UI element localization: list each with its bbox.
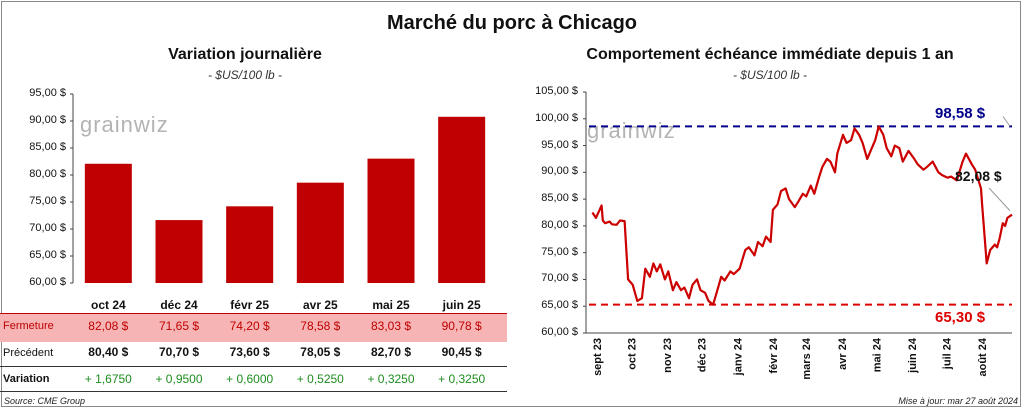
table-cell: 71,65 $ xyxy=(158,319,200,333)
y-tick-label: 75,00 $ xyxy=(29,195,66,207)
left-chart-title: Variation journalière xyxy=(168,46,322,63)
table-cell: 70,70 $ xyxy=(158,345,200,359)
y-tick-label: 85,00 $ xyxy=(29,141,66,153)
y-tick-label: 65,00 $ xyxy=(29,249,66,261)
table-cell: 82,08 $ xyxy=(88,319,129,333)
x-tick-label: nov 23 xyxy=(662,338,674,373)
table-cell: + 0,9500 xyxy=(155,372,203,386)
table-cell: + 0,5250 xyxy=(296,372,344,386)
x-category-label: mai 25 xyxy=(372,298,410,312)
bar xyxy=(367,158,415,283)
y-tick-label: 75,00 $ xyxy=(541,245,578,258)
table-cell: + 1,6750 xyxy=(84,372,132,386)
table-cell: 83,03 $ xyxy=(370,319,412,333)
x-tick-label: mars 24 xyxy=(801,337,813,379)
x-category-label: juin 25 xyxy=(442,298,481,312)
x-tick-label: juil 24 xyxy=(941,337,953,370)
y-tick-label: 100,00 $ xyxy=(535,111,578,124)
y-tick-label: 60,00 $ xyxy=(29,276,66,288)
high-label: 98,58 $ xyxy=(935,105,986,122)
y-tick-label: 95,00 $ xyxy=(29,87,66,99)
last-value-leader xyxy=(988,187,1011,212)
x-tick-label: déc 23 xyxy=(697,338,709,372)
table-cell: + 0,6000 xyxy=(226,372,274,386)
table-cell: 80,40 $ xyxy=(88,345,129,359)
watermark-left: grainwiz xyxy=(80,112,169,137)
price-line xyxy=(591,125,1013,306)
table-cell: 82,70 $ xyxy=(370,345,412,359)
bar xyxy=(438,116,486,284)
x-tick-label: juin 24 xyxy=(907,337,919,374)
table-cell: 74,20 $ xyxy=(229,319,270,333)
bar xyxy=(296,182,344,283)
x-category-label: févr 25 xyxy=(230,298,269,312)
bar xyxy=(84,163,132,283)
y-tick-label: 70,00 $ xyxy=(29,222,66,234)
y-tick-label: 85,00 $ xyxy=(541,192,578,205)
row-label-precedent: Précédent xyxy=(3,347,54,359)
table-cell: 90,45 $ xyxy=(441,345,482,359)
table-mid-border xyxy=(0,366,507,367)
table-cell: + 0,3250 xyxy=(438,372,486,386)
table-cell: 78,58 $ xyxy=(300,319,341,333)
table-cell: 73,60 $ xyxy=(229,345,270,359)
y-tick-label: 60,00 $ xyxy=(541,326,578,338)
x-tick-label: avr 24 xyxy=(837,337,849,370)
y-tick-label: 90,00 $ xyxy=(541,165,578,178)
right-chart-title: Comportement échéance immédiate depuis 1… xyxy=(586,46,954,63)
update-note: Mise à jour: mar 27 août 2024 xyxy=(898,396,1018,406)
x-tick-label: févr 24 xyxy=(768,337,780,373)
x-tick-label: janv 24 xyxy=(732,337,744,376)
left-chart-unit: - $US/100 lb - xyxy=(207,68,283,82)
table-cell: + 0,3250 xyxy=(367,372,415,386)
table-cell: 90,78 $ xyxy=(441,319,482,333)
y-tick-label: 80,00 $ xyxy=(29,168,66,180)
x-category-label: déc 24 xyxy=(160,298,198,312)
x-tick-label: sept 23 xyxy=(592,338,604,376)
y-tick-label: 80,00 $ xyxy=(541,218,578,231)
x-category-label: oct 24 xyxy=(90,298,126,312)
bar xyxy=(226,206,274,283)
last-value-label: 82,08 $ xyxy=(955,168,1002,184)
right-chart-unit: - $US/100 lb - xyxy=(732,68,808,82)
y-tick-label: 65,00 $ xyxy=(541,299,578,312)
x-tick-label: mai 24 xyxy=(871,337,883,372)
row-label-fermeture: Fermeture xyxy=(3,320,54,332)
x-category-label: avr 25 xyxy=(302,298,338,312)
low-label: 65,30 $ xyxy=(935,309,986,326)
high-label-leader xyxy=(1002,116,1011,127)
x-tick-label: oct 23 xyxy=(627,338,639,370)
row-label-variation: Variation xyxy=(3,373,50,385)
table-bottom-border xyxy=(0,391,507,392)
table-cell: 78,05 $ xyxy=(300,345,341,359)
watermark-right: grainwiz xyxy=(587,118,676,143)
source-note: Source: CME Group xyxy=(4,396,86,406)
table-top-border xyxy=(0,313,507,314)
fermeture-row-bg xyxy=(0,313,507,342)
y-tick-label: 90,00 $ xyxy=(29,114,66,126)
y-tick-label: 105,00 $ xyxy=(535,85,578,97)
bar xyxy=(155,220,203,283)
y-tick-label: 95,00 $ xyxy=(541,138,578,151)
page-title: Marché du porc à Chicago xyxy=(386,12,638,34)
y-tick-label: 70,00 $ xyxy=(541,272,578,285)
x-tick-label: août 24 xyxy=(977,337,989,376)
